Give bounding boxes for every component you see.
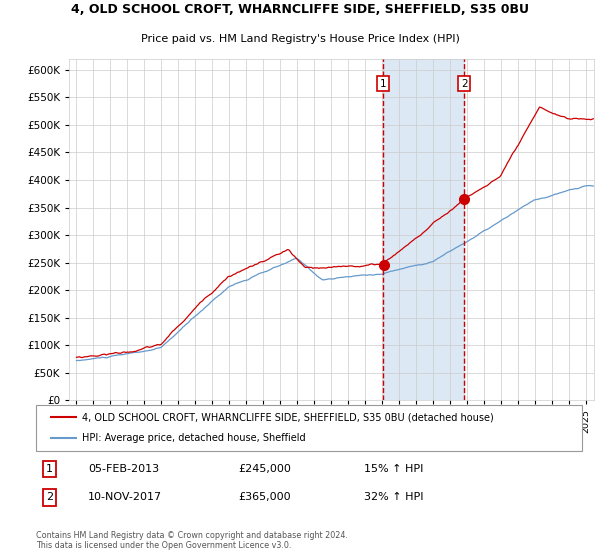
- Text: 1: 1: [46, 464, 53, 474]
- Text: 1: 1: [380, 78, 386, 88]
- Text: Contains HM Land Registry data © Crown copyright and database right 2024.
This d: Contains HM Land Registry data © Crown c…: [36, 531, 348, 550]
- Text: £365,000: £365,000: [238, 492, 290, 502]
- Text: 05-FEB-2013: 05-FEB-2013: [88, 464, 159, 474]
- Text: £245,000: £245,000: [238, 464, 291, 474]
- Bar: [383, 59, 464, 400]
- Text: 4, OLD SCHOOL CROFT, WHARNCLIFFE SIDE, SHEFFIELD, S35 0BU: 4, OLD SCHOOL CROFT, WHARNCLIFFE SIDE, S…: [71, 3, 529, 16]
- Text: Price paid vs. HM Land Registry's House Price Index (HPI): Price paid vs. HM Land Registry's House …: [140, 34, 460, 44]
- Text: 10-NOV-2017: 10-NOV-2017: [88, 492, 162, 502]
- Text: 2: 2: [46, 492, 53, 502]
- Text: HPI: Average price, detached house, Sheffield: HPI: Average price, detached house, Shef…: [82, 433, 306, 444]
- Text: 32% ↑ HPI: 32% ↑ HPI: [364, 492, 423, 502]
- Text: 2: 2: [461, 78, 467, 88]
- Text: 4, OLD SCHOOL CROFT, WHARNCLIFFE SIDE, SHEFFIELD, S35 0BU (detached house): 4, OLD SCHOOL CROFT, WHARNCLIFFE SIDE, S…: [82, 412, 494, 422]
- Text: 15% ↑ HPI: 15% ↑ HPI: [364, 464, 423, 474]
